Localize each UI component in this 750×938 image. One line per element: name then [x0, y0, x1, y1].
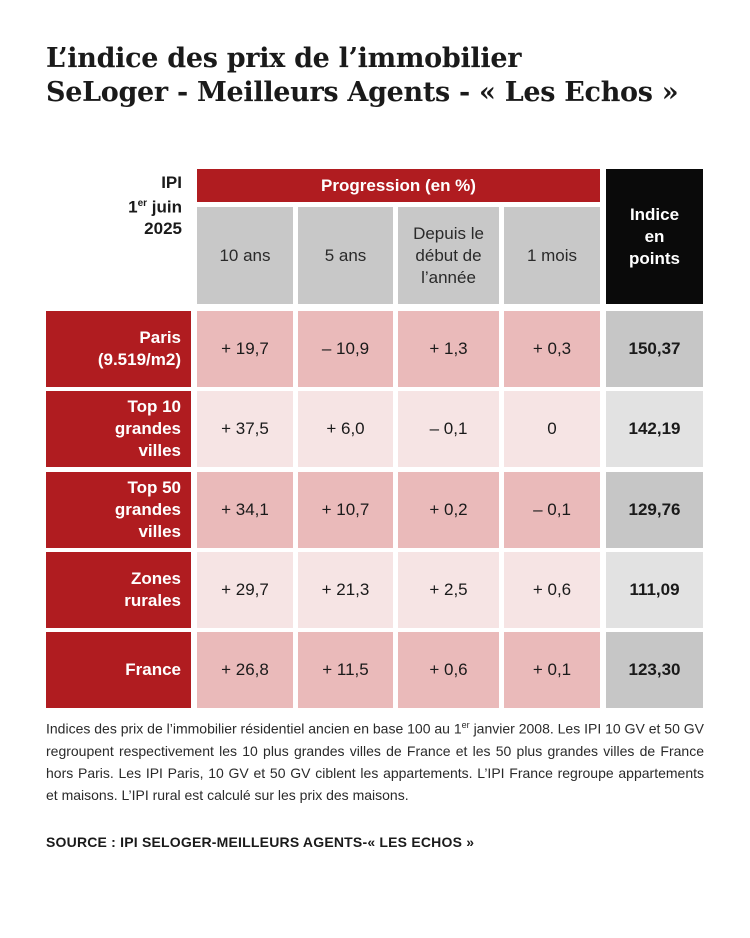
row-label: Zones rurales	[46, 552, 191, 628]
ipi-month: juin	[147, 197, 182, 217]
value-cell: + 0,2	[398, 472, 499, 548]
indice-cell: 129,76	[606, 472, 703, 548]
column-header: 1 mois	[504, 207, 600, 304]
value-cell: + 26,8	[197, 632, 293, 708]
value-cell: + 10,7	[298, 472, 393, 548]
value-cell: + 0,6	[398, 632, 499, 708]
value-cell: + 0,6	[504, 552, 600, 628]
row-label-line: villes	[138, 441, 181, 460]
value-cell: + 2,5	[398, 552, 499, 628]
value-cell: + 21,3	[298, 552, 393, 628]
value-cell: + 37,5	[197, 391, 293, 467]
indice-header-line: en	[644, 226, 665, 246]
title-line-2: SeLoger - Meilleurs Agents - « Les Echos…	[46, 77, 679, 108]
indice-cell: 111,09	[606, 552, 703, 628]
row-label-line: Top 10	[127, 397, 181, 416]
row-label: Top 10 grandes villes	[46, 391, 191, 467]
column-header: 5 ans	[298, 207, 393, 304]
row-label-line: Zones	[130, 569, 181, 588]
ipi-date-line: 1er juin	[80, 193, 182, 218]
source-line: SOURCE : IPI SELOGER-MEILLEURS AGENTS-« …	[46, 834, 475, 850]
indice-header: Indice en points	[606, 169, 703, 304]
ipi-year-line: 2025	[144, 218, 182, 238]
ipi-day: 1	[128, 197, 138, 217]
value-cell: + 0,1	[504, 632, 600, 708]
row-label: Top 50 grandes villes	[46, 472, 191, 548]
value-cell: – 0,1	[504, 472, 600, 548]
row-label-line: rurales	[124, 591, 181, 610]
title-line-1: L’indice des prix de l’immobilier	[46, 43, 522, 74]
footnote-text-1: Indices des prix de l’immobilier résiden…	[46, 720, 462, 737]
indice-header-line: Indice	[629, 204, 680, 224]
row-label-line: France	[125, 660, 181, 679]
value-cell: – 0,1	[398, 391, 499, 467]
value-cell: – 10,9	[298, 311, 393, 387]
indice-header-line: points	[629, 248, 680, 268]
value-cell: + 34,1	[197, 472, 293, 548]
value-cell: + 29,7	[197, 552, 293, 628]
row-label-line: villes	[138, 522, 181, 541]
row-label-line: Paris	[139, 328, 181, 347]
footnote-text-2: janvier 2008. Les IPI 10 GV et 50 GV reg…	[46, 720, 704, 803]
ipi-label-line: IPI	[161, 173, 182, 192]
progression-header: Progression (en %)	[197, 169, 600, 202]
indice-cell: 150,37	[606, 311, 703, 387]
row-label-line: Top 50	[127, 478, 181, 497]
value-cell: + 1,3	[398, 311, 499, 387]
footnote-sup: er	[461, 720, 470, 730]
chart-title: L’indice des prix de l’immobilier SeLoge…	[46, 42, 726, 110]
value-cell: + 0,3	[504, 311, 600, 387]
value-cell: + 19,7	[197, 311, 293, 387]
row-label: Paris (9.519/m2)	[46, 311, 191, 387]
value-cell: 0	[504, 391, 600, 467]
indice-cell: 123,30	[606, 632, 703, 708]
row-label-line: grandes	[114, 500, 181, 519]
ipi-day-sup: er	[137, 198, 148, 209]
column-header: 10 ans	[197, 207, 293, 304]
value-cell: + 11,5	[298, 632, 393, 708]
row-label-line: grandes	[114, 419, 181, 438]
ipi-date-label: IPI 1er juin 2025	[80, 172, 182, 239]
footnote: Indices des prix de l’immobilier résiden…	[46, 714, 704, 806]
row-label-line: (9.519/m2)	[97, 350, 181, 369]
row-label: France	[46, 632, 191, 708]
column-header: Depuis le début de l’année	[398, 207, 499, 304]
value-cell: + 6,0	[298, 391, 393, 467]
indice-cell: 142,19	[606, 391, 703, 467]
